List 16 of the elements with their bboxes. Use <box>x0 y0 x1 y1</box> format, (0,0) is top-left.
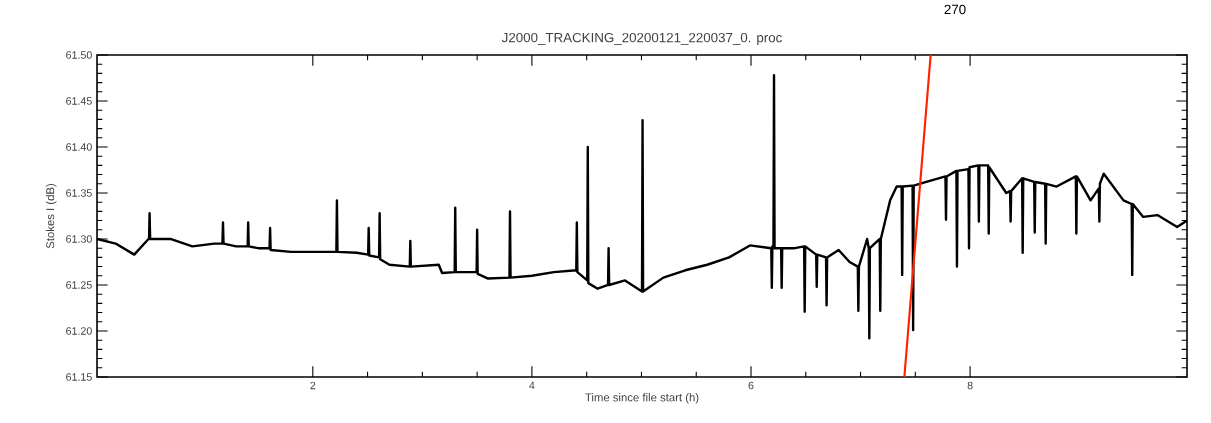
x-tick-label: 4 <box>529 381 535 390</box>
y-tick-label: 61.30 <box>66 235 92 243</box>
y-axis-title: Stokes I (dB) <box>45 183 57 249</box>
x-axis-title: Time since file start (h) <box>585 393 699 404</box>
y-tick-label: 61.45 <box>66 97 92 105</box>
text: 270 <box>944 4 966 15</box>
y-tick-label: 61.35 <box>66 189 92 197</box>
y-tick-label: 61.20 <box>66 327 92 335</box>
chart-title: J2000_TRACKING_20200121_220037_0. proc <box>501 32 782 45</box>
y-tick-label: 61.40 <box>66 143 92 151</box>
x-tick-label: 6 <box>748 381 754 390</box>
x-tick-label: 8 <box>967 381 973 390</box>
y-tick-label: 61.50 <box>66 51 92 59</box>
y-tick-label: 61.25 <box>66 281 92 289</box>
y-tick-label: 61.15 <box>66 373 92 381</box>
x-tick-label: 2 <box>310 381 316 390</box>
